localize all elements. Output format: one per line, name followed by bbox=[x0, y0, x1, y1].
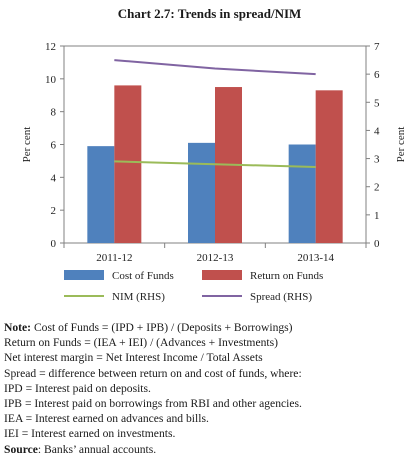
y2-axis-tick-label: 7 bbox=[374, 41, 380, 53]
y-axis-tick-label: 10 bbox=[45, 74, 57, 86]
chart-title: Chart 2.7: Trends in spread/NIM bbox=[117, 6, 302, 21]
note-line: Spread = difference between return on an… bbox=[4, 366, 302, 380]
chart-notes: Note: Cost of Funds = (IPD + IPB) / (Dep… bbox=[4, 320, 416, 457]
y2-axis-title: Per cent bbox=[395, 127, 407, 163]
y2-axis-tick-label: 3 bbox=[374, 154, 380, 166]
y-axis-tick-label: 8 bbox=[51, 107, 57, 119]
line-spread-rhs bbox=[114, 59, 316, 76]
y2-axis-tick-label: 1 bbox=[374, 210, 380, 222]
x-axis-tick-label: 2011-12 bbox=[96, 252, 132, 264]
note-line: IPB = Interest paid on borrowings from R… bbox=[4, 397, 302, 411]
y2-axis-tick-label: 4 bbox=[374, 125, 380, 137]
source-text: : Banks’ annual accounts. bbox=[37, 442, 157, 456]
x-axis-tick-label: 2013-14 bbox=[297, 252, 334, 264]
source-label: Source bbox=[4, 442, 38, 456]
bar-return-on-funds bbox=[315, 90, 343, 243]
bar-cost-of-funds bbox=[87, 146, 115, 243]
bar-cost-of-funds bbox=[188, 142, 215, 243]
x-axis-tick-label: 2012-13 bbox=[197, 252, 234, 264]
note-line: Return on Funds = (IEA + IEI) / (Advance… bbox=[4, 336, 278, 350]
note-line: IEI = Interest earned on investments. bbox=[4, 427, 176, 441]
note-label: Note: bbox=[4, 321, 32, 334]
y2-axis-tick-label: 6 bbox=[374, 69, 380, 81]
y-axis-tick-label: 0 bbox=[51, 238, 57, 250]
note-line: IPD = Interest paid on deposits. bbox=[4, 381, 151, 395]
source-line: Source: Banks’ annual accounts. bbox=[4, 442, 416, 457]
note-line: IEA = Interest earned on advances and bi… bbox=[4, 412, 209, 426]
bar-return-on-funds bbox=[114, 85, 142, 244]
y2-axis-tick-label: 2 bbox=[374, 182, 380, 194]
line-nim-rhs bbox=[114, 160, 316, 169]
y-axis-tick-label: 2 bbox=[51, 205, 57, 217]
bar-cost-of-funds bbox=[288, 144, 316, 243]
note-line-cost-of-funds: Note: Cost of Funds = (IPD + IPB) / (Dep… bbox=[4, 320, 416, 335]
y-axis-tick-label: 6 bbox=[51, 140, 57, 152]
y-axis-tick-label: 4 bbox=[51, 172, 57, 184]
y-axis-tick-label: 12 bbox=[45, 41, 56, 53]
legend-label-return-on-funds: Return on Funds bbox=[250, 270, 323, 282]
y2-axis-tick-label: 5 bbox=[374, 97, 380, 109]
legend-label-cost-of-funds: Cost of Funds bbox=[112, 270, 174, 282]
legend-label-spread-rhs: Spread (RHS) bbox=[250, 291, 312, 303]
note-line: Net interest margin = Net Interest Incom… bbox=[4, 351, 263, 365]
legend-swatch-return-on-funds bbox=[202, 270, 242, 280]
y-axis-title: Per cent bbox=[21, 127, 33, 163]
y2-axis-tick-label: 0 bbox=[374, 238, 380, 250]
legend-swatch-cost-of-funds bbox=[64, 270, 104, 280]
note-text: Cost of Funds = (IPD + IPB) / (Deposits … bbox=[31, 321, 293, 334]
legend-label-nim-rhs: NIM (RHS) bbox=[112, 291, 165, 303]
